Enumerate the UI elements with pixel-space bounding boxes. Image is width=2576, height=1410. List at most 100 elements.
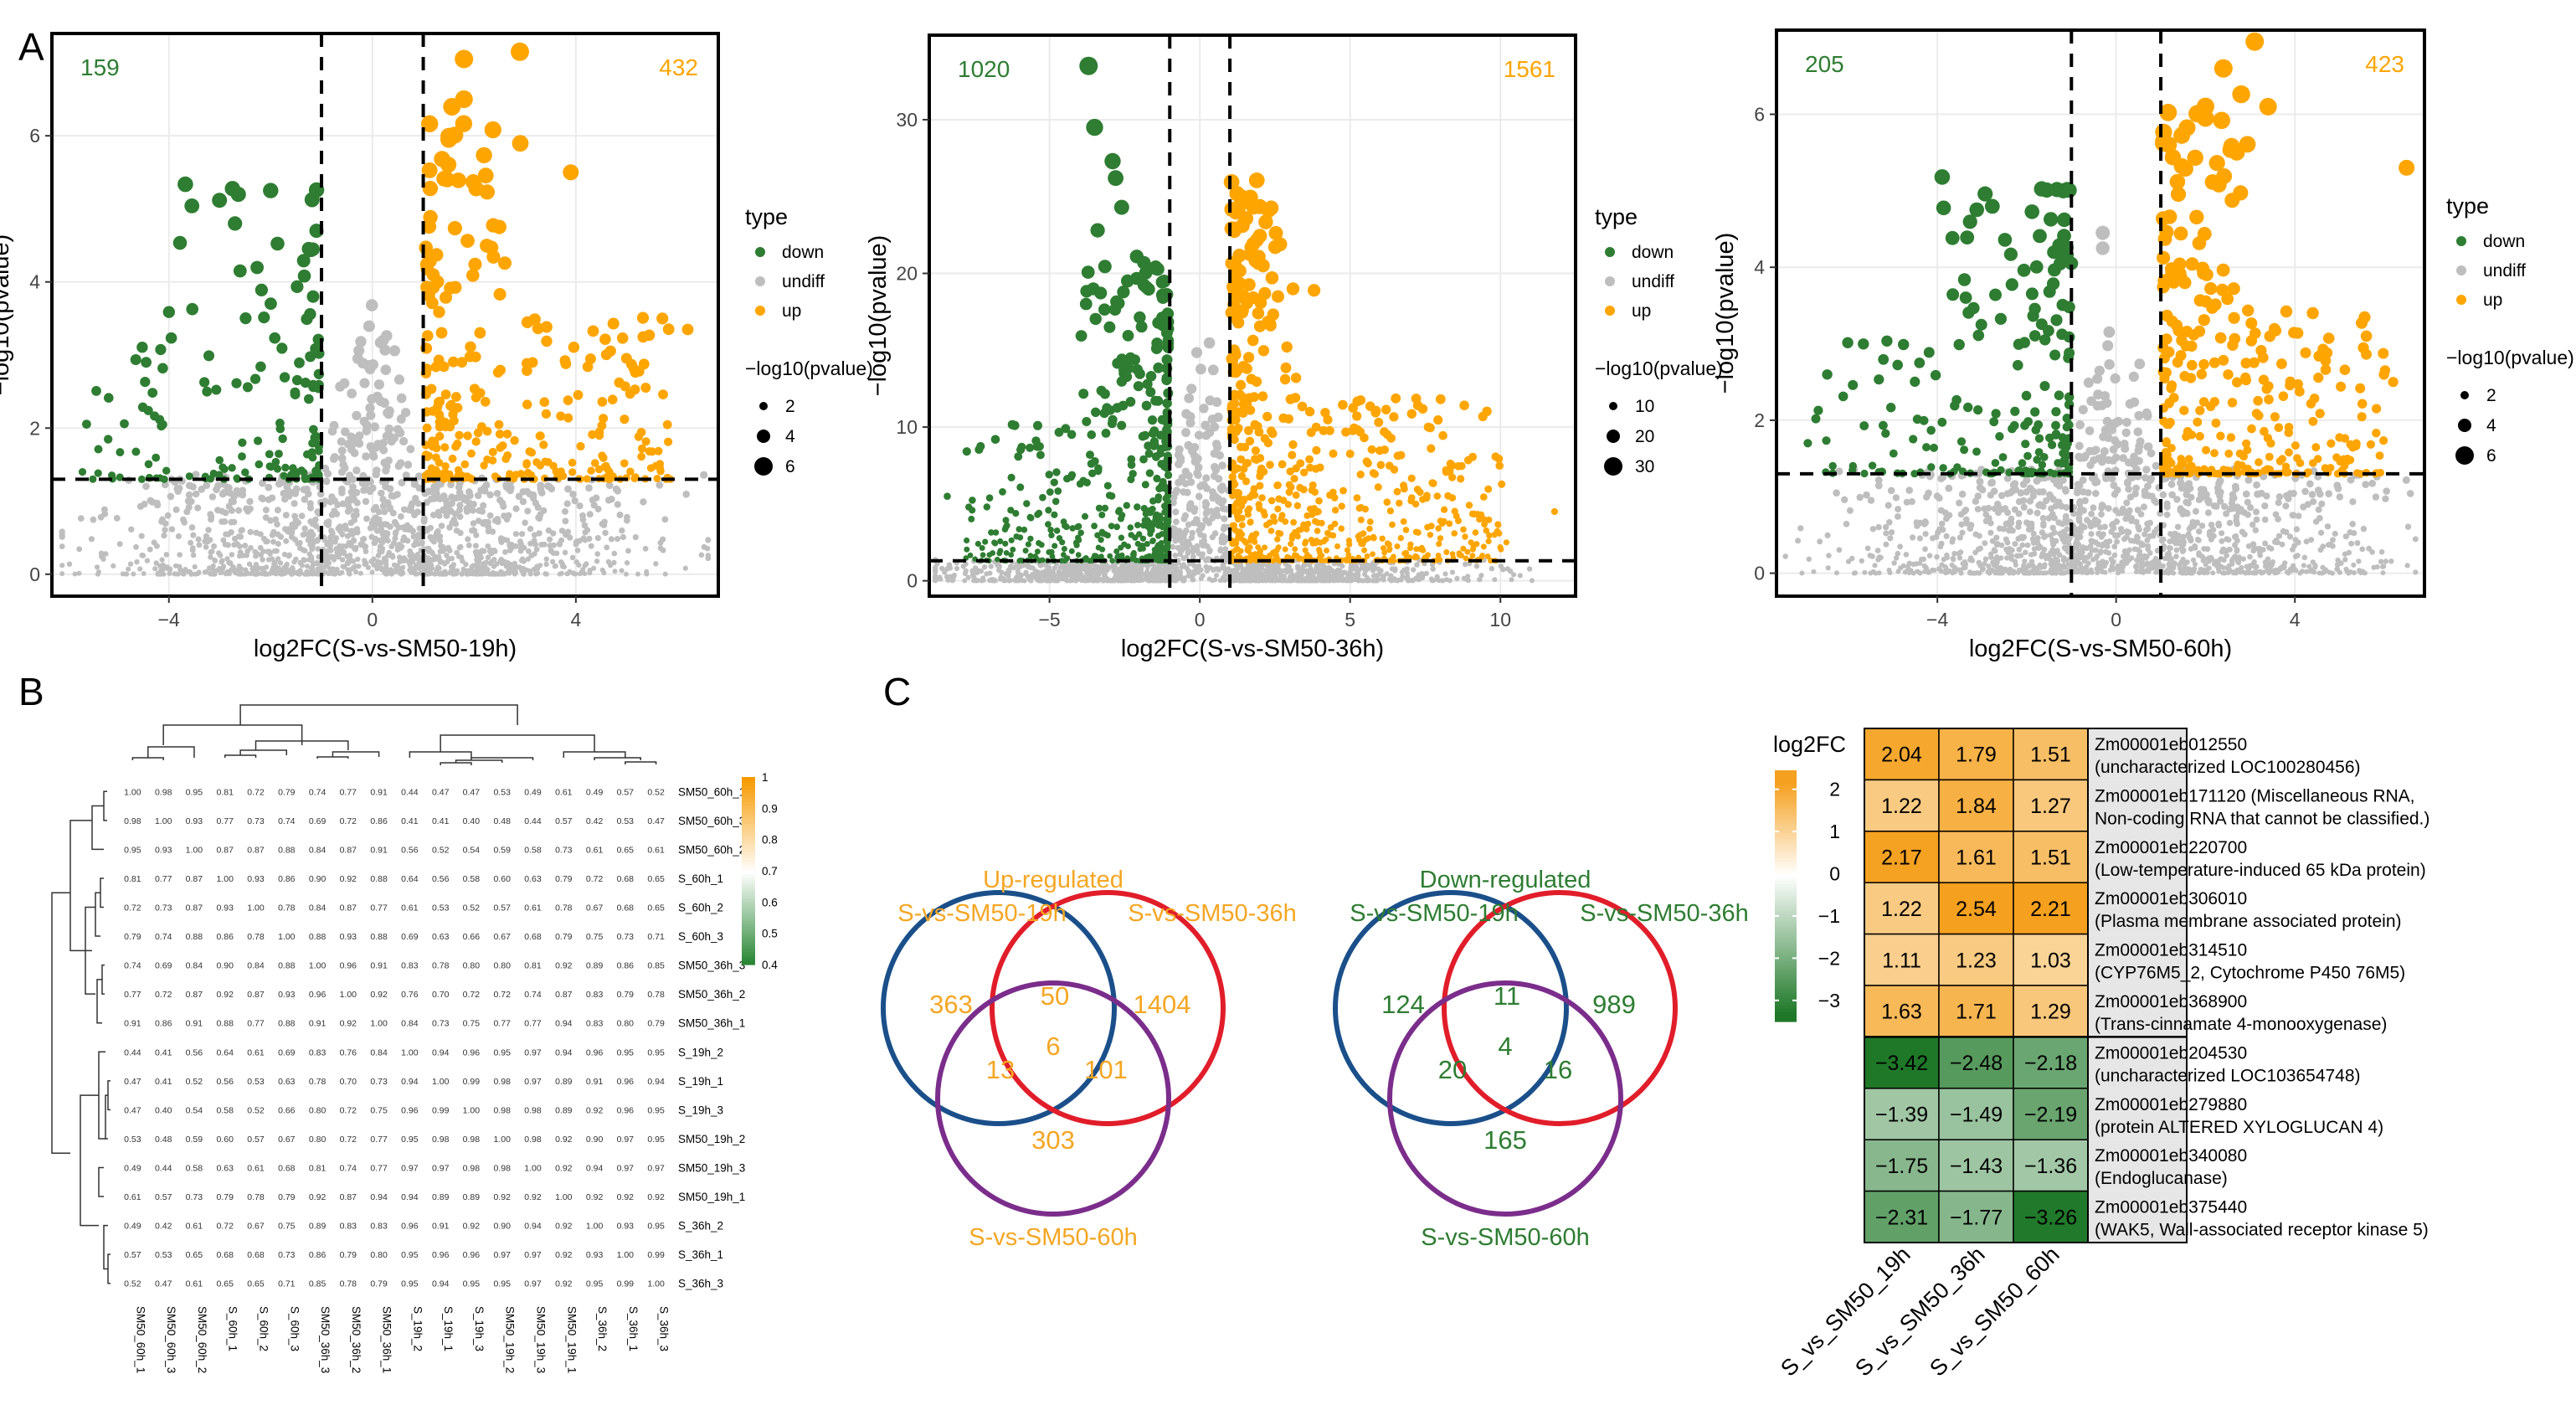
point-up	[512, 471, 521, 479]
point-undiff	[381, 330, 393, 342]
point-undiff	[134, 558, 140, 565]
point-undiff	[335, 381, 346, 392]
point-down	[1099, 408, 1109, 419]
point-undiff	[1190, 577, 1195, 583]
point-undiff	[222, 509, 229, 517]
point-up	[1362, 457, 1371, 466]
point-undiff	[1183, 527, 1190, 534]
point-undiff	[1246, 569, 1252, 575]
point-undiff	[97, 513, 105, 521]
point-undiff	[403, 557, 409, 563]
point-up	[486, 250, 501, 264]
point-undiff	[300, 486, 308, 494]
point-undiff	[370, 422, 379, 432]
point-down	[1068, 548, 1075, 554]
point-undiff	[330, 553, 336, 560]
point-undiff	[371, 556, 377, 562]
point-undiff	[347, 497, 354, 504]
point-undiff	[419, 539, 425, 546]
point-down	[1086, 558, 1093, 563]
point-undiff	[162, 527, 168, 533]
point-down	[1141, 481, 1149, 489]
point-undiff	[1190, 451, 1199, 461]
point-undiff	[452, 520, 460, 527]
point-undiff	[945, 578, 951, 583]
point-down	[1103, 321, 1116, 333]
point-undiff	[255, 571, 260, 577]
point-undiff	[2404, 523, 2412, 530]
point-undiff	[1172, 553, 1179, 558]
point-up	[1267, 308, 1280, 321]
point-up	[1386, 507, 1394, 515]
point-up	[1391, 558, 1397, 564]
point-undiff	[498, 539, 505, 545]
point-up	[614, 377, 625, 388]
point-undiff	[1206, 576, 1212, 582]
point-undiff	[349, 435, 358, 444]
point-undiff	[531, 532, 538, 538]
point-undiff	[291, 500, 298, 507]
point-undiff	[445, 544, 451, 551]
point-down	[1082, 417, 1092, 426]
point-down	[131, 447, 141, 456]
point-up	[541, 409, 552, 419]
point-undiff	[414, 533, 421, 539]
point-down	[1015, 526, 1023, 533]
point-undiff	[347, 389, 357, 399]
point-undiff	[136, 502, 144, 510]
point-down	[241, 468, 249, 476]
point-undiff	[1180, 515, 1188, 522]
point-up	[1448, 473, 1457, 481]
point-up	[1235, 291, 1248, 304]
point-down	[94, 445, 103, 454]
point-down	[310, 433, 319, 442]
point-up	[1324, 548, 1329, 553]
point-undiff	[253, 561, 260, 568]
point-down	[116, 473, 124, 481]
point-up	[1266, 461, 1274, 469]
point-up	[1247, 334, 1259, 347]
point-undiff	[569, 554, 576, 561]
point-undiff	[1473, 563, 1480, 569]
point-undiff	[400, 524, 407, 531]
point-undiff	[564, 528, 572, 535]
point-undiff	[1344, 578, 1350, 584]
point-up	[1283, 414, 1293, 424]
point-up	[1329, 449, 1338, 458]
point-up	[1249, 392, 1259, 402]
point-undiff	[660, 547, 666, 553]
point-up	[422, 180, 439, 197]
point-undiff	[2304, 569, 2310, 574]
point-up	[544, 458, 553, 466]
point-up	[1316, 548, 1323, 555]
point-up	[1356, 471, 1365, 479]
point-up	[540, 321, 553, 333]
point-down	[999, 488, 1006, 496]
point-undiff	[379, 445, 388, 455]
point-down	[270, 236, 285, 251]
point-undiff	[1811, 569, 1817, 574]
point-undiff	[1442, 571, 1448, 577]
point-undiff	[1320, 563, 1326, 569]
point-undiff	[409, 558, 416, 565]
point-undiff	[394, 563, 400, 569]
point-up	[1413, 546, 1420, 553]
point-undiff	[153, 499, 161, 507]
point-down	[311, 466, 320, 475]
point-undiff	[475, 569, 481, 574]
point-undiff	[262, 514, 270, 521]
point-down	[969, 497, 976, 504]
point-up	[620, 459, 629, 468]
point-undiff	[362, 360, 374, 371]
point-down	[979, 545, 985, 551]
point-undiff	[59, 563, 65, 569]
point-up	[471, 437, 481, 446]
point-undiff	[217, 565, 223, 572]
point-undiff	[657, 539, 664, 546]
point-up	[1412, 528, 1420, 536]
point-up	[463, 431, 472, 440]
point-undiff	[600, 522, 608, 528]
point-down	[185, 472, 193, 481]
point-undiff	[1084, 577, 1090, 583]
point-up	[637, 331, 649, 343]
